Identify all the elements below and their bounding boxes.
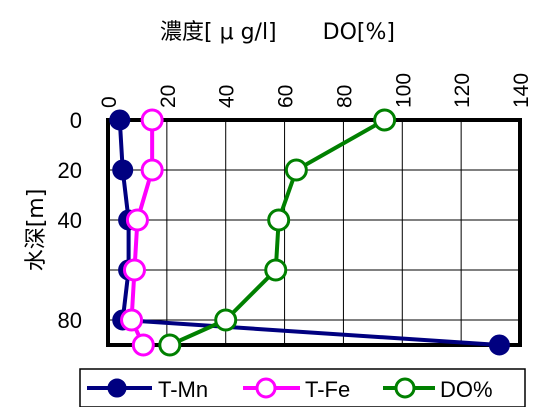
plot-frame <box>106 118 522 347</box>
legend-item: DO% <box>383 377 493 402</box>
data-point <box>122 258 146 282</box>
legend-marker <box>394 377 416 399</box>
legend: T-Mn T-Fe DO% <box>79 368 526 407</box>
data-point <box>120 308 144 332</box>
legend-item: T-Fe <box>243 377 350 402</box>
data-point <box>267 208 291 232</box>
data-point <box>109 109 131 131</box>
data-point <box>488 334 510 356</box>
data-point <box>112 159 134 181</box>
grid <box>108 120 520 345</box>
legend-item: T-Mn <box>87 377 208 402</box>
top-axis-title: 濃度[ μ g/l] DO[%] <box>160 14 441 46</box>
y-tick-label: 0 <box>70 108 82 133</box>
legend-label: T-Fe <box>305 377 350 402</box>
legend-label: DO% <box>440 377 493 402</box>
y-tick-label: 80 <box>58 308 82 333</box>
series-t-fe <box>120 108 164 357</box>
x-tick-label: 100 <box>392 73 415 108</box>
x-tick-label: 0 <box>98 96 121 108</box>
x-tick-labels: 0 20 40 60 80 100 120 140 <box>98 73 533 108</box>
x-tick-label: 120 <box>451 73 474 108</box>
concentration-axis-label: 濃度[ μ g/l] <box>160 20 277 45</box>
legend-label: T-Mn <box>158 377 208 402</box>
x-tick-label: 40 <box>216 85 239 108</box>
y-tick-label: 20 <box>58 158 82 183</box>
data-point <box>264 258 288 282</box>
legend-box <box>79 368 526 407</box>
legend-marker <box>255 377 277 399</box>
series-layer <box>109 108 510 357</box>
data-point <box>140 108 164 132</box>
data-point <box>214 308 238 332</box>
data-point <box>125 208 149 232</box>
do-axis-label: DO[%] <box>322 20 395 45</box>
series-do- <box>158 108 397 357</box>
series-line <box>117 119 500 347</box>
x-tick-label: 20 <box>157 85 180 108</box>
data-point <box>284 158 308 182</box>
y-tick-label: 40 <box>58 208 82 233</box>
data-point <box>373 108 397 132</box>
data-point <box>140 158 164 182</box>
y-tick-labels: 0 20 40 80 <box>58 108 82 333</box>
data-point <box>158 333 182 357</box>
legend-marker <box>107 378 127 398</box>
x-tick-label: 60 <box>275 85 298 108</box>
data-point <box>131 333 155 357</box>
x-tick-label: 80 <box>333 85 356 108</box>
x-tick-label: 140 <box>510 73 533 108</box>
series-line <box>168 118 386 347</box>
series-t-mn <box>109 109 510 356</box>
